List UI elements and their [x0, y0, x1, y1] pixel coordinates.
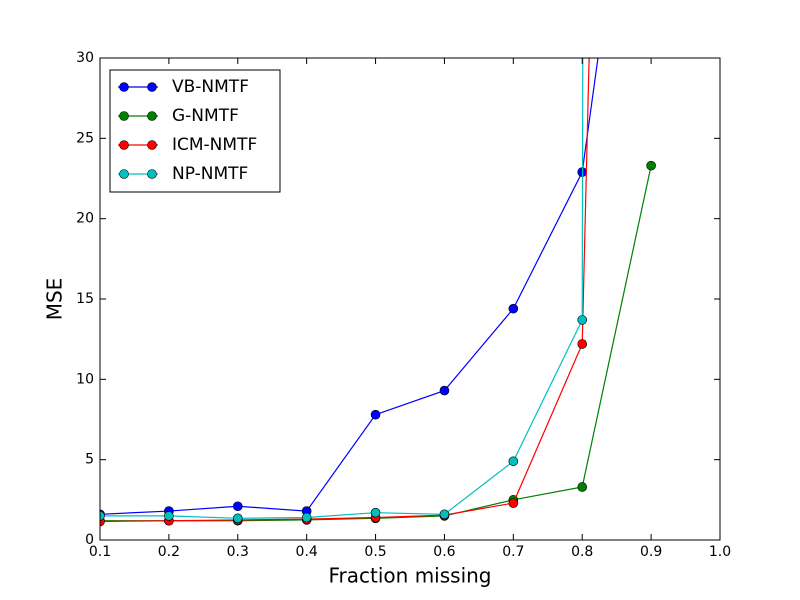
data-point — [164, 511, 174, 521]
data-point — [100, 511, 105, 521]
x-tick-label: 0.9 — [640, 544, 662, 560]
x-tick-label: 1.0 — [709, 544, 731, 560]
data-point — [370, 409, 381, 420]
x-tick-label: 0.3 — [227, 544, 249, 560]
legend-marker — [119, 140, 129, 150]
data-point — [508, 456, 519, 467]
legend-label: VB-NMTF — [172, 77, 249, 97]
data-point — [508, 303, 519, 314]
legend-box — [109, 69, 281, 193]
data-point — [577, 482, 588, 492]
legend-marker — [119, 169, 129, 179]
y-tick-label: 20 — [76, 211, 94, 227]
x-tick-label: 0.2 — [158, 544, 180, 560]
data-point — [508, 498, 519, 508]
legend-label: NP-NMTF — [172, 164, 248, 184]
y-tick-label: 25 — [76, 130, 94, 146]
data-point — [232, 513, 243, 524]
data-point — [232, 501, 243, 512]
x-tick-label: 0.5 — [364, 544, 386, 560]
legend-marker — [119, 111, 129, 121]
legend-label: G-NMTF — [172, 106, 239, 126]
x-tick-label: 0.4 — [296, 544, 318, 560]
y-tick-label: 30 — [76, 50, 94, 66]
data-point — [439, 385, 450, 396]
y-axis-label: MSE — [43, 278, 67, 321]
y-tick-label: 15 — [76, 291, 94, 307]
plot-area — [100, 58, 656, 527]
y-tick-label: 10 — [76, 371, 94, 387]
x-tick-label: 0.1 — [89, 544, 111, 560]
data-point — [439, 509, 450, 520]
legend-marker — [147, 169, 157, 179]
data-point — [577, 315, 588, 325]
series-line — [100, 165, 652, 522]
data-point — [646, 160, 656, 171]
legend-marker — [119, 82, 129, 92]
x-axis-label: Fraction missing — [329, 564, 492, 588]
x-tick-label: 0.8 — [571, 544, 593, 560]
y-tick-label: 0 — [85, 532, 94, 548]
data-point — [301, 512, 312, 523]
legend-marker — [147, 111, 157, 121]
x-tick-label: 0.6 — [433, 544, 455, 560]
data-point — [370, 507, 381, 518]
legend-marker — [147, 140, 157, 150]
y-tick-label: 5 — [85, 452, 94, 468]
data-point — [577, 339, 588, 349]
x-tick-label: 0.7 — [502, 544, 524, 560]
legend-marker — [147, 82, 157, 92]
legend-label: ICM-NMTF — [172, 135, 257, 155]
